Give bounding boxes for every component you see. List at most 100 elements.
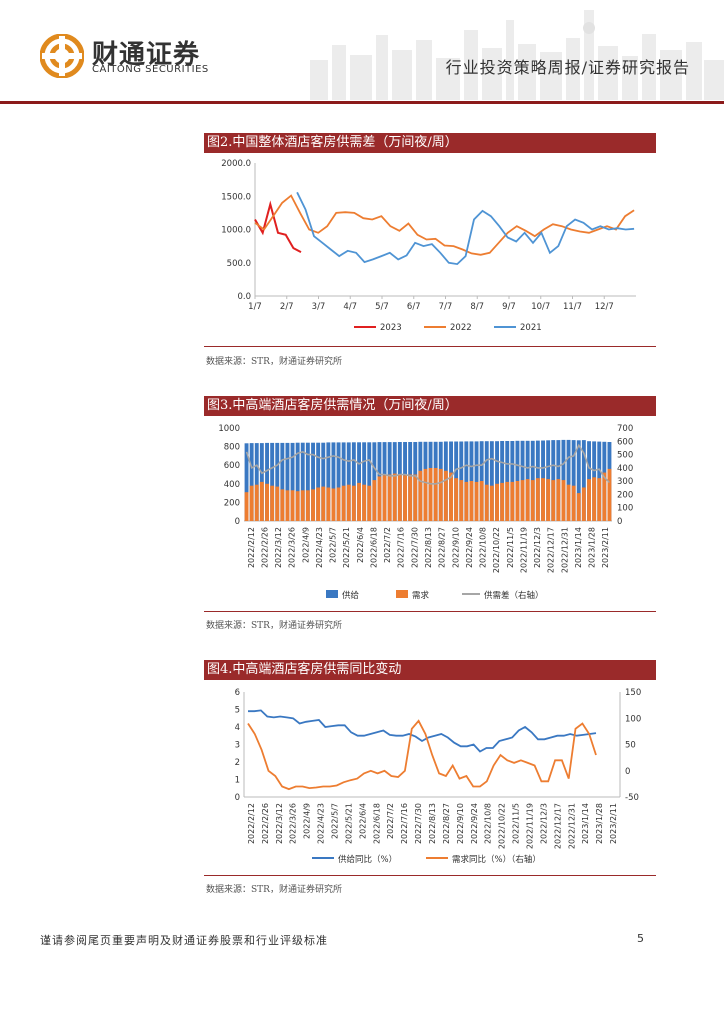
series-line-2021 [296, 191, 635, 266]
x-tick-label: 2022/3/12 [275, 803, 284, 844]
x-tick-label: 2022/12/31 [567, 803, 576, 849]
supply-bar [249, 443, 254, 521]
page-header: 财通证券 CAITONG SECURITIES 行业投资策略周报/证券研究报告 [0, 0, 724, 104]
legend-label: 2022 [450, 323, 472, 333]
x-tick-label: 2022/11/19 [519, 527, 528, 573]
supply-bar [305, 442, 310, 521]
legend-label: 2021 [520, 323, 542, 333]
supply-bar [316, 442, 321, 521]
figure-4-title: 图4.中高端酒店客房供需同比变动 [204, 660, 656, 680]
legend-label: 供给 [342, 590, 360, 601]
y-tick-label: 1000.0 [221, 226, 251, 236]
series-line-2022 [254, 194, 635, 256]
x-tick-label: 2022/11/19 [525, 803, 534, 849]
legend-label: 需求同比（%）（右轴） [452, 854, 541, 865]
x-tick-label: 2022/10/22 [492, 527, 501, 573]
x-tick-label: 2023/1/14 [574, 527, 583, 568]
demand-bar [341, 485, 346, 521]
supply-bar [280, 442, 285, 521]
x-tick-label: 2023/2/11 [601, 527, 610, 568]
supply-bar [464, 441, 469, 521]
y-tick-label: 0 [235, 793, 240, 803]
y2-tick-label: 150 [625, 688, 641, 698]
figure-2-chart: 0.0 500.0 1000.0 1500.0 2000.0 1/7 2/7 3/7 4/7 5/… [221, 159, 636, 333]
supply-bar [362, 442, 367, 521]
x-tick-label: 10/7 [531, 302, 550, 312]
legend-label: 需求 [412, 590, 430, 601]
x-tick-label: 11/7 [563, 302, 582, 312]
header-rule [0, 101, 724, 104]
y2-tick-label: 0 [617, 517, 622, 527]
x-tick-label: 2022/7/16 [400, 803, 409, 844]
brand-name-cn: 财通证券 [92, 40, 201, 70]
demand-bar [576, 493, 581, 521]
y2-tick-label: 100 [625, 714, 641, 724]
demand-bar [556, 479, 561, 521]
legend-label: 供需差（右轴） [484, 590, 544, 601]
y2-tick-label: 50 [625, 741, 636, 751]
brand-name-en: CAITONG SECURITIES [92, 64, 209, 75]
x-tick-label: 2022/2/26 [260, 527, 269, 568]
x-tick-label: 2022/2/12 [247, 527, 256, 568]
supply-bar [576, 440, 581, 521]
x-tick-label: 2022/4/23 [317, 803, 326, 844]
y-tick-label: 400 [224, 480, 240, 490]
demand-bar [525, 479, 530, 521]
x-tick-label: 2022/9/10 [451, 527, 460, 568]
x-tick-label: 2022/3/26 [288, 527, 297, 568]
legend-label: 供给同比（%） [338, 854, 397, 865]
footer-disclaimer: 谨请参阅尾页重要声明及财通证券股票和行业评级标准 [40, 934, 328, 947]
x-tick-label: 2/7 [280, 302, 294, 312]
y2-tick-label: 100 [617, 504, 633, 514]
demand-bar [484, 484, 489, 521]
y-tick-label: 800 [224, 443, 240, 453]
demand-bar [362, 484, 367, 521]
demand-bar [249, 485, 254, 521]
demand-bar [265, 483, 269, 521]
y-tick-label: 2 [235, 758, 240, 768]
x-tick-label: 2023/2/11 [609, 803, 618, 844]
demand-bar [500, 482, 505, 521]
y2-tick-label: 700 [617, 424, 633, 434]
supply-bar [474, 441, 479, 521]
demand-bar [254, 484, 259, 521]
demand-bar [561, 480, 566, 521]
legend-label: 2023 [380, 323, 402, 333]
x-tick-label: 2022/8/27 [438, 527, 447, 568]
x-tick-label: 7/7 [439, 302, 453, 312]
y-tick-label: 6 [235, 688, 240, 698]
y-tick-label: 200 [224, 498, 240, 508]
demand-bar [602, 472, 607, 521]
x-tick-label: 2022/10/8 [484, 803, 493, 844]
x-tick-label: 2022/12/31 [560, 527, 569, 573]
demand-bar [372, 480, 377, 521]
demand-bar [581, 487, 586, 521]
x-tick-label: 2022/12/17 [553, 803, 562, 849]
x-tick-label: 2022/12/3 [539, 803, 548, 844]
gap-line [245, 443, 610, 485]
demand-bar [587, 479, 591, 521]
supply-bar [290, 442, 295, 521]
x-tick-label: 2022/3/26 [289, 803, 298, 844]
demand-bar [367, 485, 372, 521]
demand-bar [300, 490, 305, 521]
demand-bar [270, 485, 275, 521]
supply-bar [484, 441, 489, 521]
legend-swatch-需求 [396, 590, 408, 598]
demand-bar [474, 481, 479, 521]
demand-bar [423, 468, 428, 521]
supply-bar [566, 439, 571, 521]
demand-bar [351, 485, 356, 521]
supply-bar [367, 442, 372, 521]
y-tick-label: 500.0 [227, 259, 251, 269]
x-tick-label: 2022/11/5 [512, 803, 521, 844]
demand-bar [408, 474, 413, 521]
demand-bar [305, 490, 310, 521]
supply-bar [581, 440, 586, 521]
x-tick-label: 2022/5/21 [342, 527, 351, 568]
x-tick-label: 2022/6/18 [369, 527, 378, 568]
x-tick-label: 2022/4/23 [315, 527, 324, 568]
demand-yoy-line [247, 719, 597, 791]
x-tick-label: 2023/1/14 [581, 803, 590, 844]
demand-bar [592, 477, 597, 521]
